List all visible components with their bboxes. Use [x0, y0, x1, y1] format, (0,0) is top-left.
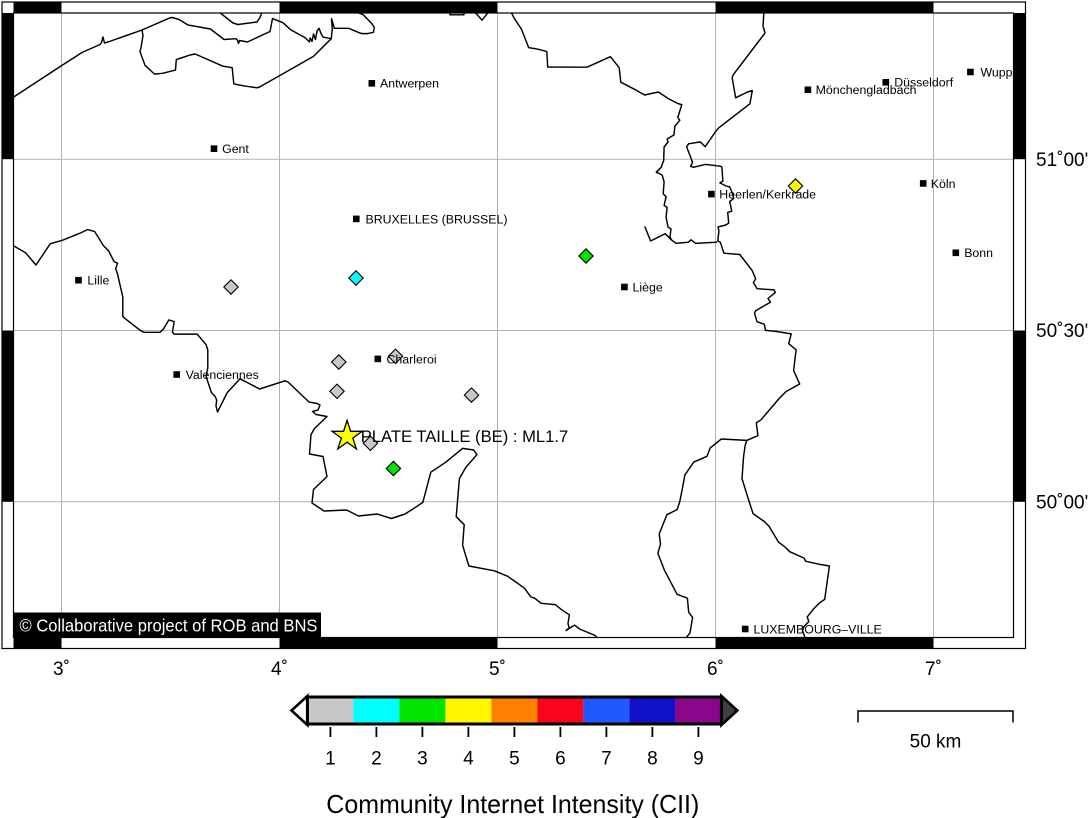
- svg-text:Mönchengladbach: Mönchengladbach: [816, 83, 917, 97]
- svg-text:Bonn: Bonn: [964, 246, 993, 260]
- svg-text:3˚: 3˚: [53, 659, 70, 680]
- svg-text:9: 9: [693, 749, 704, 770]
- svg-text:4: 4: [463, 749, 474, 770]
- svg-text:Lille: Lille: [87, 274, 109, 288]
- svg-text:5˚: 5˚: [489, 659, 506, 680]
- svg-text:51˚00': 51˚00': [1036, 150, 1088, 171]
- svg-text:Valenciennes: Valenciennes: [186, 368, 259, 382]
- svg-text:Antwerpen: Antwerpen: [380, 77, 439, 91]
- svg-text:BRUXELLES (BRUSSEL): BRUXELLES (BRUSSEL): [366, 212, 508, 226]
- svg-text:50˚30': 50˚30': [1036, 321, 1088, 342]
- svg-text:Düsseldorf: Düsseldorf: [894, 76, 954, 90]
- svg-text:5: 5: [509, 749, 520, 770]
- svg-text:© Collaborative project of ROB: © Collaborative project of ROB and BNS: [20, 615, 318, 635]
- svg-text:7: 7: [601, 749, 612, 770]
- svg-text:50 km: 50 km: [910, 732, 962, 753]
- svg-text:50˚00': 50˚00': [1036, 493, 1088, 514]
- svg-text:Liège: Liège: [633, 280, 663, 294]
- svg-text:8: 8: [647, 749, 658, 770]
- svg-text:6˚: 6˚: [707, 659, 724, 680]
- svg-text:Heerlen/Kerkrade: Heerlen/Kerkrade: [719, 188, 816, 202]
- svg-text:Köln: Köln: [931, 177, 956, 191]
- svg-text:LUXEMBOURG–VILLE: LUXEMBOURG–VILLE: [754, 622, 882, 636]
- svg-text:PLATE TAILLE (BE) : ML1.7: PLATE TAILLE (BE) : ML1.7: [361, 427, 569, 446]
- svg-text:Gent: Gent: [222, 142, 249, 156]
- svg-text:2: 2: [371, 749, 382, 770]
- svg-text:Community Internet Intensity (: Community Internet Intensity (CII): [326, 789, 699, 818]
- svg-text:6: 6: [555, 749, 566, 770]
- svg-text:7˚: 7˚: [925, 659, 942, 680]
- svg-text:3: 3: [417, 749, 428, 770]
- svg-text:Charleroi: Charleroi: [387, 352, 437, 366]
- svg-text:1: 1: [325, 749, 336, 770]
- svg-text:Wuppertal: Wuppertal: [981, 65, 1037, 79]
- svg-text:4˚: 4˚: [271, 659, 288, 680]
